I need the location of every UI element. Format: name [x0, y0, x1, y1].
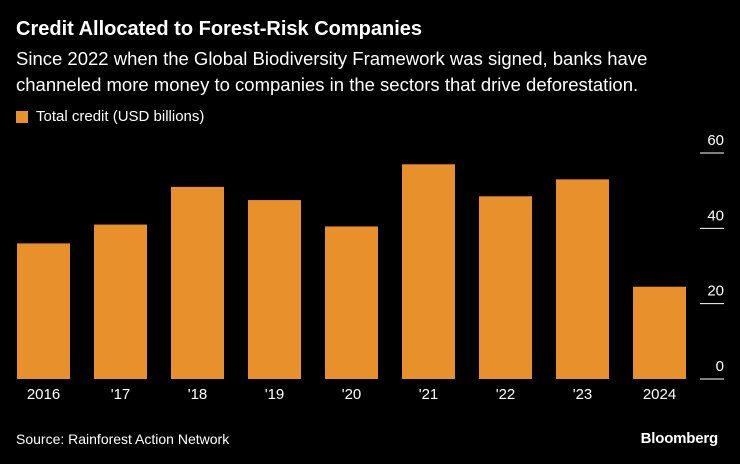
bar-7 [556, 179, 609, 379]
x-tick-label: '21 [419, 386, 439, 403]
chart-title: Credit Allocated to Forest-Risk Companie… [16, 18, 422, 40]
x-tick-label: 2016 [27, 386, 60, 403]
chart-legend: Total credit (USD billions) [16, 108, 204, 125]
y-tick-label: 20 [707, 283, 724, 300]
x-tick-label: '19 [265, 386, 285, 403]
x-tick-label: 2024 [643, 386, 676, 403]
x-tick-label: '22 [496, 386, 516, 403]
bar-4 [325, 226, 378, 379]
legend-label: Total credit (USD billions) [36, 108, 205, 125]
y-tick-label: 40 [707, 207, 724, 224]
bar-8 [633, 286, 686, 379]
x-tick-label: '23 [573, 386, 593, 403]
y-tick-label: 0 [716, 358, 724, 375]
chart-subtitle: Since 2022 when the Global Biodiversity … [16, 48, 648, 95]
bar-3 [248, 200, 301, 379]
bar-1 [94, 224, 147, 379]
bar-5 [402, 164, 455, 379]
x-tick-label: '17 [111, 386, 131, 403]
x-tick-label: '20 [342, 386, 362, 403]
source-note: Source: Rainforest Action Network [16, 431, 230, 447]
legend-swatch [16, 110, 28, 123]
x-tick-label: '18 [188, 386, 208, 403]
y-tick-label: 60 [707, 132, 724, 149]
bar-6 [479, 196, 532, 379]
bloomberg-logo: Bloomberg [640, 430, 719, 447]
bar-0 [17, 243, 70, 379]
bar-2 [171, 186, 224, 379]
